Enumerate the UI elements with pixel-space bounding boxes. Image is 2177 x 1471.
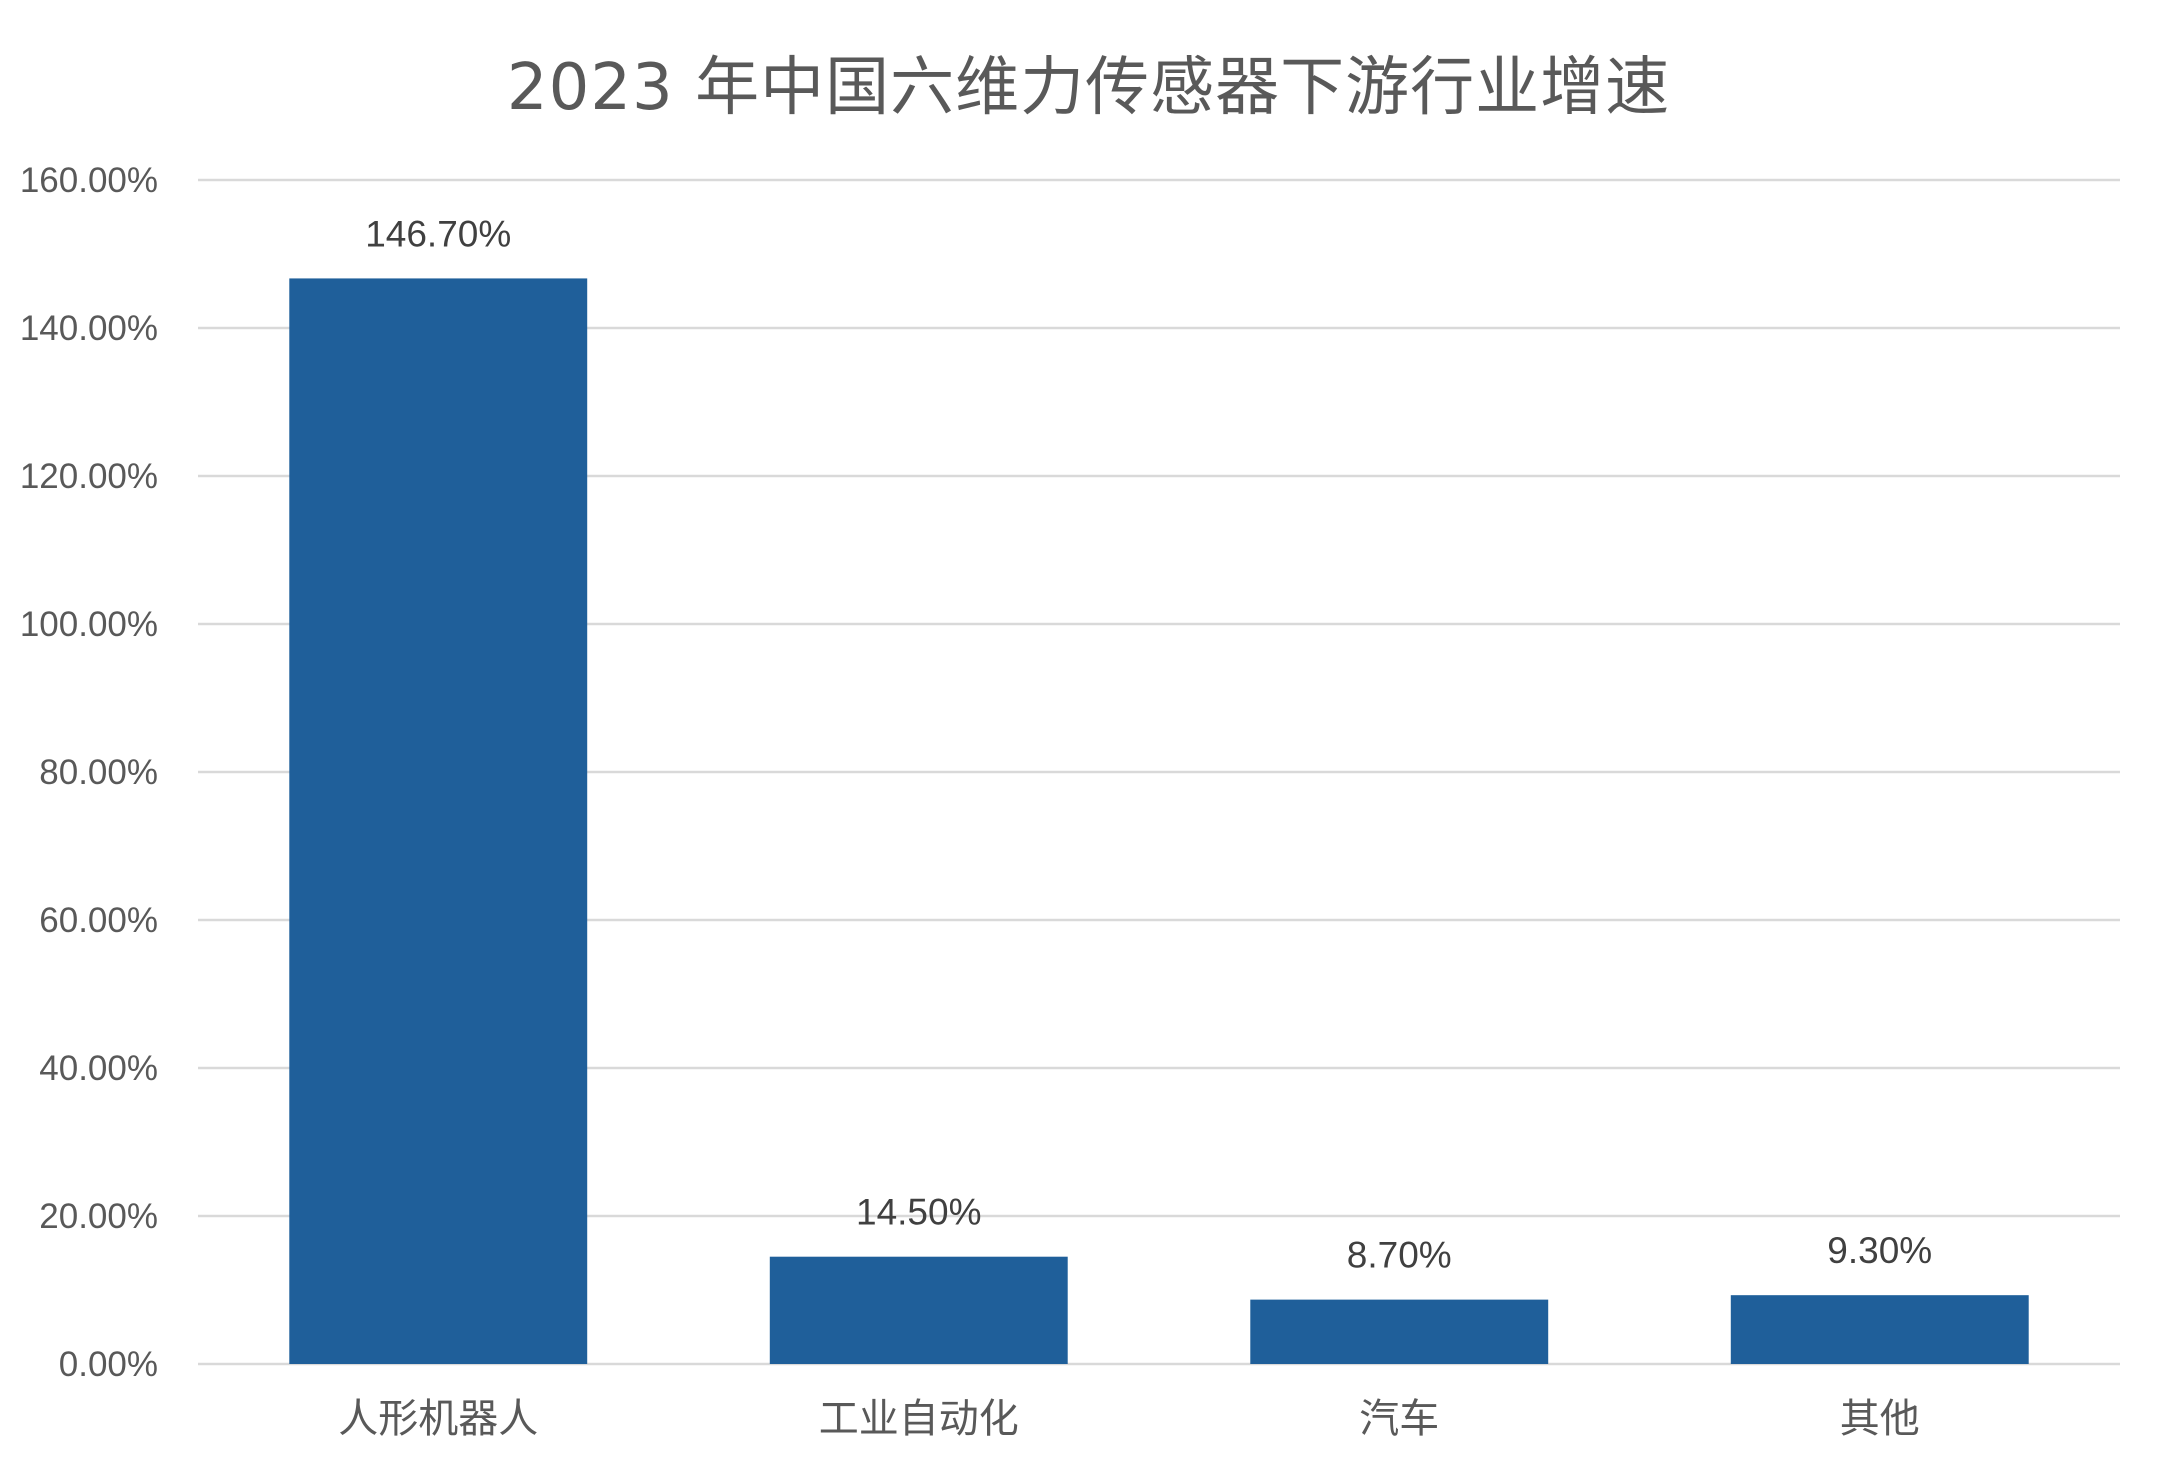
y-tick-label: 60.00% — [39, 901, 158, 940]
y-tick-label: 100.00% — [20, 605, 158, 644]
data-label: 146.70% — [365, 213, 511, 254]
data-label: 9.30% — [1827, 1230, 1932, 1271]
bar — [1250, 1299, 1549, 1364]
x-category-label: 其他 — [1840, 1396, 1920, 1442]
y-tick-label: 0.00% — [59, 1345, 158, 1384]
y-tick-label: 80.00% — [39, 753, 158, 792]
y-axis-tick-labels: 0.00% 20.00% 40.00% 60.00% 80.00% 100.00% 120.… — [20, 161, 158, 1384]
y-tick-label: 40.00% — [39, 1049, 158, 1088]
bar — [769, 1256, 1068, 1364]
y-tick-label: 20.00% — [39, 1197, 158, 1236]
bars — [289, 278, 2029, 1364]
data-labels: 146.70% 14.50% 8.70% 9.30% — [365, 213, 1932, 1275]
data-label: 8.70% — [1347, 1235, 1452, 1276]
chart-title: 2023 年中国六维力传感器下游行业增速 — [506, 51, 1671, 125]
x-category-label: 汽车 — [1359, 1396, 1439, 1442]
x-category-label: 人形机器人 — [338, 1396, 538, 1442]
bar — [1730, 1295, 2029, 1364]
x-category-label: 工业自动化 — [819, 1396, 1019, 1442]
x-axis-category-labels: 人形机器人 工业自动化 汽车 其他 — [338, 1396, 1920, 1442]
y-tick-label: 120.00% — [20, 457, 158, 496]
bar — [289, 278, 588, 1364]
data-label: 14.50% — [856, 1192, 982, 1233]
y-tick-label: 160.00% — [20, 161, 158, 200]
y-tick-label: 140.00% — [20, 309, 158, 348]
